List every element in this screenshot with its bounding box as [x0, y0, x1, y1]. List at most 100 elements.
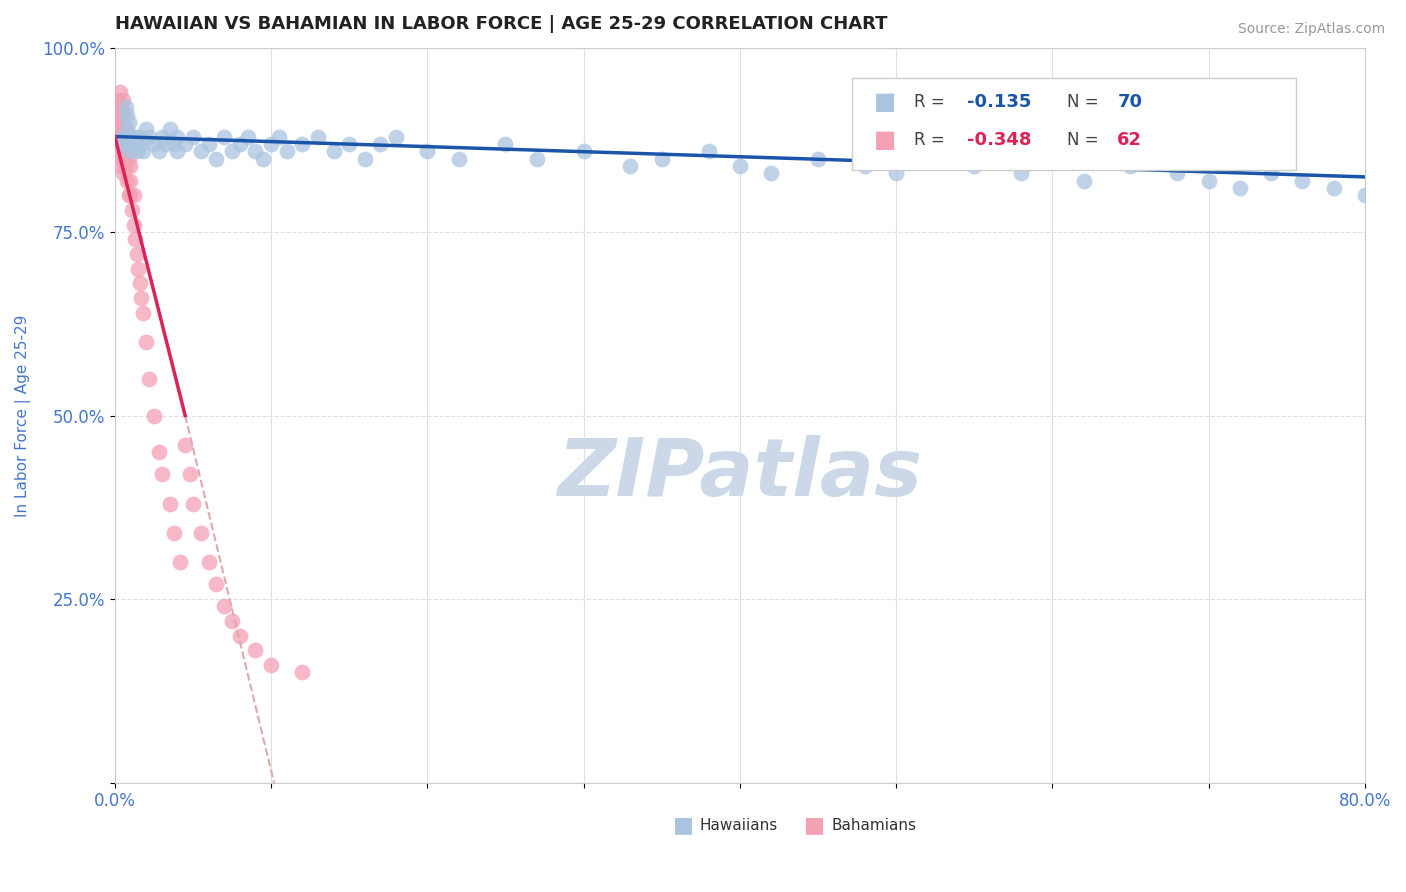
FancyBboxPatch shape [852, 78, 1296, 169]
Point [963, 159, 986, 173]
Point [132, 145, 155, 159]
Point [166, 129, 188, 144]
Point [127, 261, 149, 276]
Text: -0.348: -0.348 [967, 131, 1032, 149]
Point [337, 136, 360, 151]
Point [229, 629, 252, 643]
Point [122, 129, 145, 144]
Text: 70: 70 [1118, 93, 1142, 111]
Point [111, 129, 134, 144]
Point [110, 115, 132, 129]
Point [221, 614, 243, 628]
Point [174, 438, 197, 452]
Point [117, 173, 139, 187]
Text: N =: N = [1067, 131, 1104, 149]
Point [125, 247, 148, 261]
Point [128, 136, 150, 151]
Point [572, 145, 595, 159]
Point [112, 122, 135, 136]
Point [174, 136, 197, 151]
Point [1291, 173, 1313, 187]
Text: Bahamians: Bahamians [831, 818, 917, 832]
Point [108, 115, 131, 129]
Point [148, 145, 170, 159]
Point [728, 159, 751, 173]
Point [197, 555, 219, 569]
Point [118, 115, 141, 129]
Point [353, 152, 375, 166]
Point [1260, 166, 1282, 180]
Point [190, 145, 212, 159]
Point [212, 599, 235, 614]
Point [159, 122, 181, 136]
Point [267, 129, 290, 144]
Point [1354, 188, 1376, 202]
Point [112, 136, 135, 151]
Point [120, 188, 142, 202]
Point [245, 643, 267, 657]
Point [181, 129, 204, 144]
Point [370, 136, 392, 151]
Point [205, 577, 228, 591]
Point [110, 129, 132, 144]
Point [107, 129, 129, 144]
Point [260, 658, 283, 673]
Point [190, 525, 212, 540]
Point [111, 166, 134, 180]
Point [1322, 181, 1344, 195]
Point [1166, 166, 1188, 180]
Point [128, 277, 150, 291]
Point [252, 152, 274, 166]
Point [120, 129, 142, 144]
Text: 62: 62 [1118, 131, 1142, 149]
Point [179, 467, 201, 482]
Point [114, 145, 136, 159]
Point [110, 145, 132, 159]
Point [122, 188, 145, 202]
Point [111, 122, 134, 136]
Point [114, 159, 136, 173]
Point [651, 152, 673, 166]
Point [291, 136, 314, 151]
Point [111, 136, 134, 151]
Point [131, 291, 153, 305]
Text: Source: ZipAtlas.com: Source: ZipAtlas.com [1237, 22, 1385, 37]
Point [416, 145, 439, 159]
Point [1119, 159, 1142, 173]
Point [697, 145, 720, 159]
Point [122, 218, 145, 232]
Point [108, 145, 131, 159]
Point [150, 467, 173, 482]
Point [148, 445, 170, 459]
Point [111, 107, 134, 121]
Point [117, 107, 139, 121]
Point [291, 665, 314, 680]
Point [853, 159, 876, 173]
Point [114, 100, 136, 114]
Point [138, 129, 160, 144]
Point [125, 145, 148, 159]
Point [118, 188, 141, 202]
Point [110, 100, 132, 114]
Point [132, 306, 155, 320]
Point [166, 145, 188, 159]
Point [807, 152, 830, 166]
Point [120, 159, 142, 173]
Point [1229, 181, 1251, 195]
Point [1073, 173, 1095, 187]
Point [163, 525, 186, 540]
Point [307, 129, 329, 144]
Point [447, 152, 470, 166]
Point [494, 136, 516, 151]
Text: R =: R = [914, 93, 949, 111]
Point [138, 372, 160, 386]
Point [111, 93, 134, 107]
Point [120, 145, 142, 159]
Point [118, 152, 141, 166]
Point [108, 129, 131, 144]
Point [110, 159, 132, 173]
Point [1198, 173, 1220, 187]
Point [150, 129, 173, 144]
Point [111, 152, 134, 166]
Point [117, 145, 139, 159]
